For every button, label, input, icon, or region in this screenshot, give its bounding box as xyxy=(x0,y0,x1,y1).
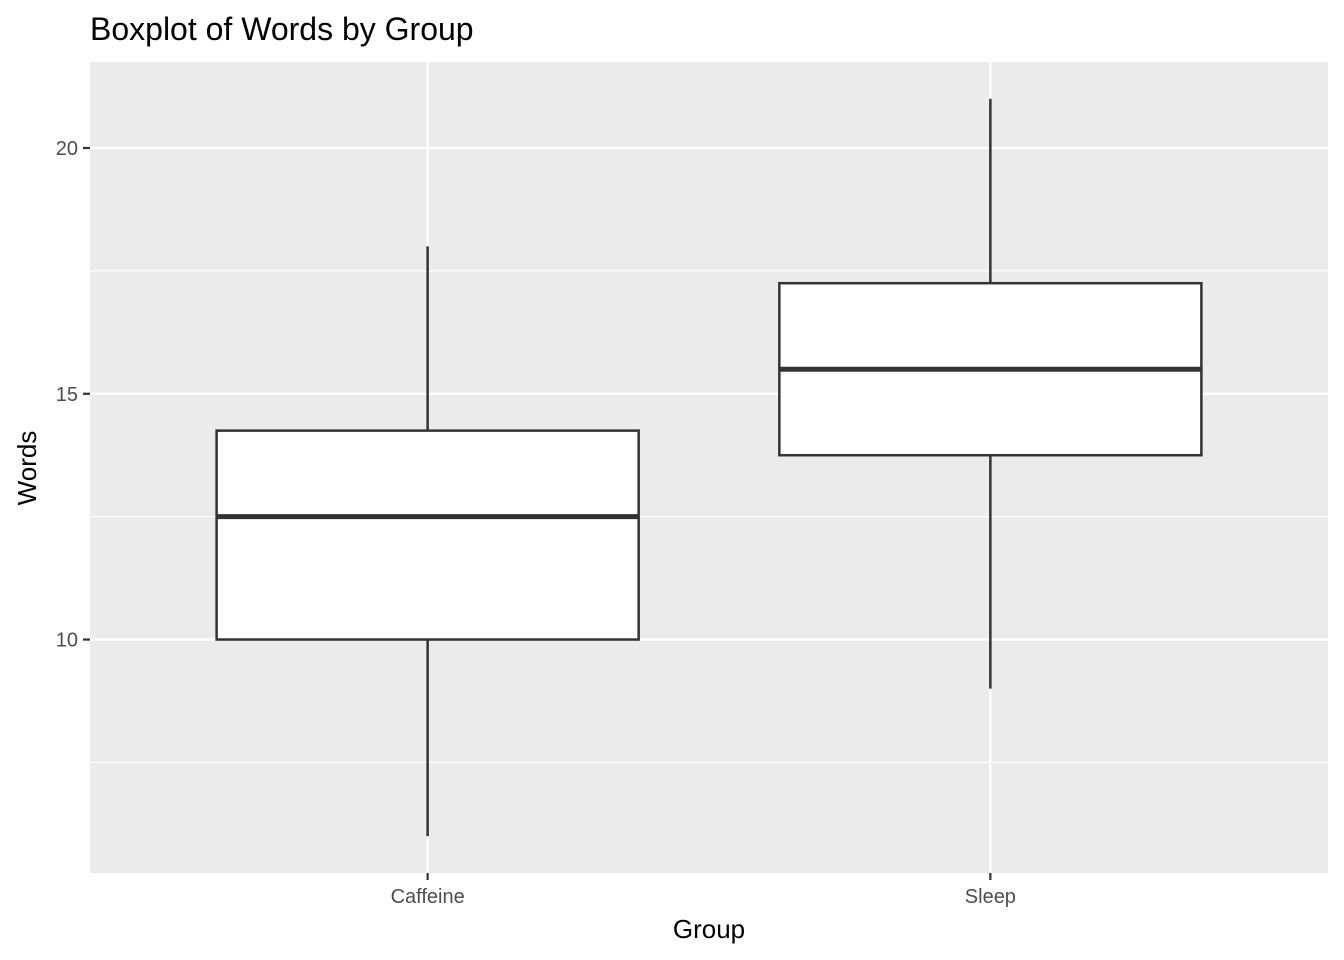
x-tick-label: Caffeine xyxy=(391,886,465,908)
x-tick-label: Sleep xyxy=(965,886,1016,908)
y-tick-label: 20 xyxy=(56,138,78,160)
boxes-layer xyxy=(215,98,1203,837)
y-tick-label: 10 xyxy=(56,630,78,652)
interquartile-box xyxy=(215,429,640,641)
box-caffeine xyxy=(215,246,640,837)
y-axis: 10 15 20 xyxy=(56,138,90,652)
y-tick-label: 15 xyxy=(56,384,78,406)
x-axis-title: Group xyxy=(673,914,745,944)
box-sleep xyxy=(778,98,1203,689)
x-axis: Caffeine Sleep xyxy=(391,873,1016,908)
chart-title: Boxplot of Words by Group xyxy=(90,11,474,47)
y-axis-title: Words xyxy=(12,431,42,506)
